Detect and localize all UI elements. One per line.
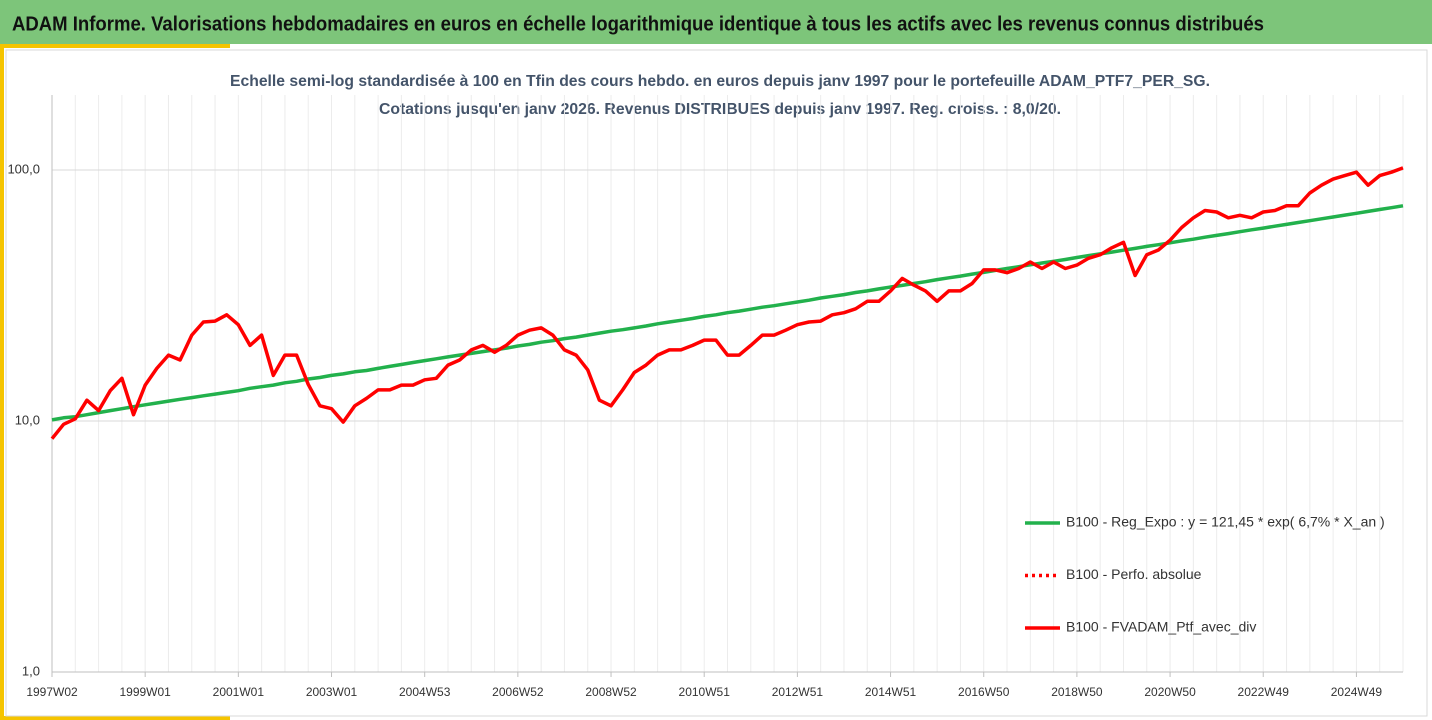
y-tick-label: 1,0 <box>22 663 40 678</box>
x-tick-label: 2004W53 <box>399 685 451 699</box>
x-tick-label: 2024W49 <box>1331 685 1383 699</box>
series-line <box>51 204 1404 422</box>
x-tick-label: 2001W01 <box>213 685 265 699</box>
legend-label: B100 - FVADAM_Ptf_avec_div <box>1066 619 1256 635</box>
x-tick-label: 1997W02 <box>26 685 78 699</box>
x-tick-label: 2016W50 <box>958 685 1010 699</box>
x-tick-label: 1999W01 <box>119 685 171 699</box>
series-line <box>50 166 1404 440</box>
legend-label: B100 - Perfo. absolue <box>1066 566 1202 582</box>
x-tick-label: 2020W50 <box>1144 685 1196 699</box>
legend-label: B100 - Reg_Expo : y = 121,45 * exp( 6,7%… <box>1066 514 1385 530</box>
y-tick-label: 10,0 <box>15 412 40 427</box>
y-tick-label: 100,0 <box>7 161 40 176</box>
header-bar <box>0 0 1432 44</box>
chart-frame <box>5 49 1428 717</box>
x-tick-label: 2008W52 <box>585 685 637 699</box>
x-tick-label: 2018W50 <box>1051 685 1103 699</box>
x-tick-label: 2014W51 <box>865 685 917 699</box>
x-tick-label: 2003W01 <box>306 685 358 699</box>
chart-title: Echelle semi-log standardisée à 100 en T… <box>230 73 1210 90</box>
accent <box>0 716 230 720</box>
chart-subtitle: Cotations jusqu'en janv 2026. Revenus DI… <box>379 101 1061 118</box>
x-tick-label: 2006W52 <box>492 685 544 699</box>
plot: 1,0 10,0 100,0 1997W02 1999W01 2001W01 2003W01… <box>7 95 1404 699</box>
accent <box>0 44 230 48</box>
x-tick-label: 2010W51 <box>679 685 731 699</box>
x-tick-label: 2022W49 <box>1238 685 1290 699</box>
x-tick-label: 2012W51 <box>772 685 824 699</box>
accent <box>0 44 4 720</box>
header-title: ADAM Informe. Valorisations hebdomadaire… <box>12 13 1264 35</box>
